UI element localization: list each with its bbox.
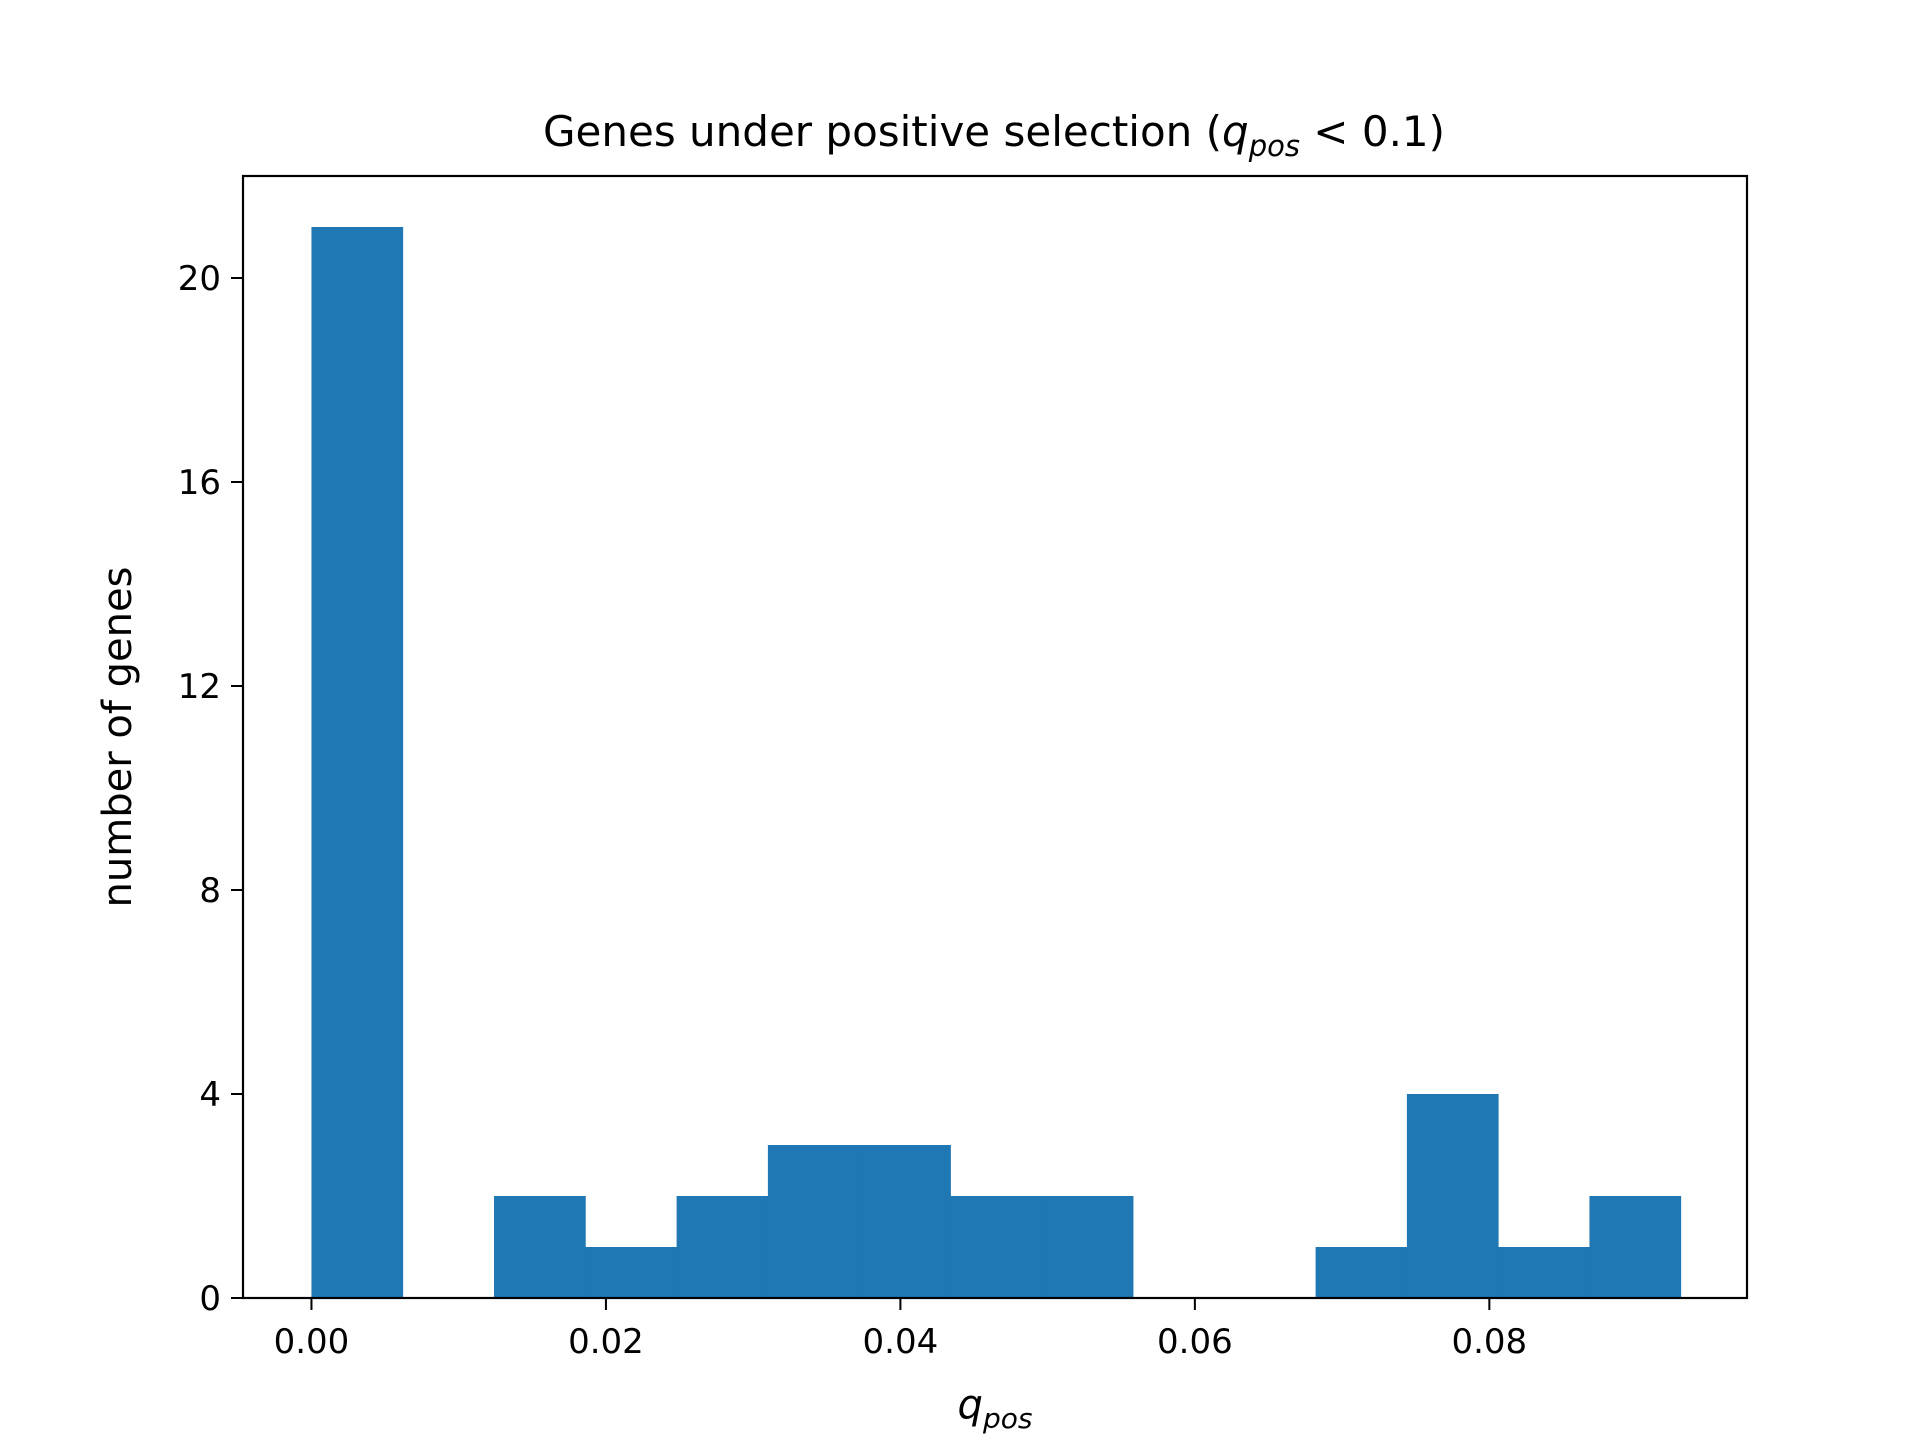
chart-title: Genes under positive selection (qpos < 0… [543, 107, 1445, 163]
histogram-bar [859, 1145, 951, 1298]
histogram-bar [1498, 1247, 1590, 1298]
histogram-bar [950, 1196, 1043, 1298]
histogram-bar [1315, 1247, 1408, 1298]
histogram-bar [585, 1247, 678, 1298]
histogram-bar [676, 1196, 769, 1298]
histogram-bar [1406, 1094, 1499, 1298]
y-tick-label: 16 [178, 463, 221, 503]
histogram-bar [311, 227, 404, 1298]
histogram-bar [494, 1196, 586, 1298]
plot-frame [241, 174, 1749, 1300]
y-axis-title: number of genes [95, 567, 141, 908]
x-axis-ticks: 0.00 0.02 0.04 0.06 0.08 [274, 1298, 1527, 1362]
y-tick-label: 12 [178, 667, 221, 707]
y-tick-label: 0 [199, 1279, 221, 1319]
chart-title-subscript: pos [1248, 129, 1300, 163]
x-tick-label: 0.06 [1157, 1322, 1233, 1362]
y-axis-ticks: 0 4 8 12 16 20 [178, 259, 243, 1319]
histogram-bars [311, 227, 1682, 1298]
x-axis-title-subscript: pos [982, 1402, 1033, 1435]
y-tick-label: 4 [199, 1075, 221, 1115]
chart-title-symbol: q [1222, 107, 1249, 156]
x-tick-label: 0.08 [1451, 1322, 1527, 1362]
x-tick-label: 0.04 [863, 1322, 939, 1362]
histogram-bar [1041, 1196, 1134, 1298]
y-tick-label: 20 [178, 259, 221, 299]
x-tick-label: 0.00 [274, 1322, 350, 1362]
chart-title-suffix: < 0.1) [1300, 107, 1445, 156]
chart-title-prefix: Genes under positive selection ( [543, 107, 1222, 156]
x-axis-title-symbol: q [958, 1382, 983, 1428]
y-tick-label: 8 [199, 871, 221, 911]
histogram-bar [767, 1145, 860, 1298]
x-tick-label: 0.02 [568, 1322, 644, 1362]
histogram-bar [1589, 1196, 1682, 1298]
x-axis-title: qpos [958, 1382, 1033, 1435]
